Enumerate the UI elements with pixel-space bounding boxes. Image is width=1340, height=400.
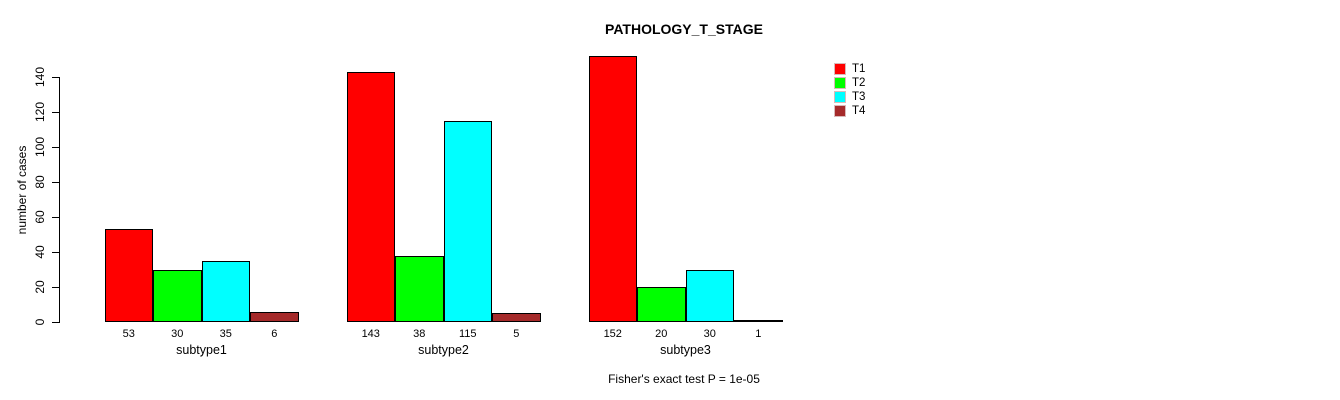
legend-label: T2 xyxy=(852,77,866,89)
legend-swatch xyxy=(834,63,846,75)
legend-item-T3: T3 xyxy=(834,90,865,104)
bar-value-label: 115 xyxy=(458,328,477,340)
bar-T1-subtype1 xyxy=(104,229,153,322)
y-tick-mark xyxy=(52,147,59,148)
bar-T3-subtype3 xyxy=(685,269,734,322)
bar-value-label: 30 xyxy=(171,328,184,340)
y-tick-mark xyxy=(52,322,59,323)
legend-label: T3 xyxy=(852,91,866,103)
x-category-label-subtype1: subtype1 xyxy=(176,343,227,357)
y-tick-label: 120 xyxy=(33,101,47,123)
legend-item-T4: T4 xyxy=(834,104,865,118)
y-tick-mark xyxy=(52,77,59,78)
bar-T2-subtype2 xyxy=(395,255,444,322)
bar-T1-subtype3 xyxy=(588,56,637,322)
bar-T4-subtype3 xyxy=(734,320,783,323)
y-tick-mark xyxy=(52,217,59,218)
x-category-label-subtype3: subtype3 xyxy=(660,343,711,357)
y-tick-label: 60 xyxy=(33,210,47,224)
bar-T1-subtype2 xyxy=(346,71,395,322)
y-tick-label: 80 xyxy=(33,175,47,189)
bar-T4-subtype1 xyxy=(250,311,299,322)
bar-value-label: 20 xyxy=(655,328,668,340)
legend-item-T2: T2 xyxy=(834,76,865,90)
bar-T3-subtype1 xyxy=(201,260,250,322)
bar-value-label: 6 xyxy=(271,328,278,340)
legend-swatch xyxy=(834,105,846,117)
annotation-text: Fisher's exact test P = 1e-05 xyxy=(608,372,760,386)
y-tick-label: 40 xyxy=(33,245,47,259)
bar-T2-subtype1 xyxy=(153,269,202,322)
y-tick-label: 20 xyxy=(33,280,47,294)
bar-value-label: 143 xyxy=(361,328,380,340)
bar-value-label: 5 xyxy=(513,328,520,340)
bar-T2-subtype3 xyxy=(637,287,686,322)
x-category-label-subtype2: subtype2 xyxy=(418,343,469,357)
bar-value-label: 30 xyxy=(703,328,716,340)
legend-swatch xyxy=(834,77,846,89)
y-tick-mark xyxy=(52,182,59,183)
bar-value-label: 1 xyxy=(755,328,762,340)
y-tick-label: 0 xyxy=(33,318,47,326)
bar-value-label: 152 xyxy=(603,328,622,340)
bar-T3-subtype2 xyxy=(443,120,492,322)
bar-value-label: 38 xyxy=(413,328,426,340)
legend-item-T1: T1 xyxy=(834,62,865,76)
legend: T1 T2 T3 T4 xyxy=(834,62,865,118)
y-tick-mark xyxy=(52,252,59,253)
y-tick-label: 100 xyxy=(33,136,47,158)
legend-label: T1 xyxy=(852,63,866,75)
y-tick-label: 140 xyxy=(33,66,47,88)
legend-label: T4 xyxy=(852,105,866,117)
legend-swatch xyxy=(834,91,846,103)
bar-value-label: 53 xyxy=(122,328,135,340)
y-axis-label: number of cases xyxy=(15,145,29,235)
y-tick-mark xyxy=(52,287,59,288)
bar-value-label: 35 xyxy=(219,328,232,340)
y-axis-line xyxy=(59,77,60,323)
y-tick-mark xyxy=(52,112,59,113)
bar-T4-subtype2 xyxy=(492,313,541,322)
chart-title: PATHOLOGY_T_STAGE xyxy=(605,21,763,37)
